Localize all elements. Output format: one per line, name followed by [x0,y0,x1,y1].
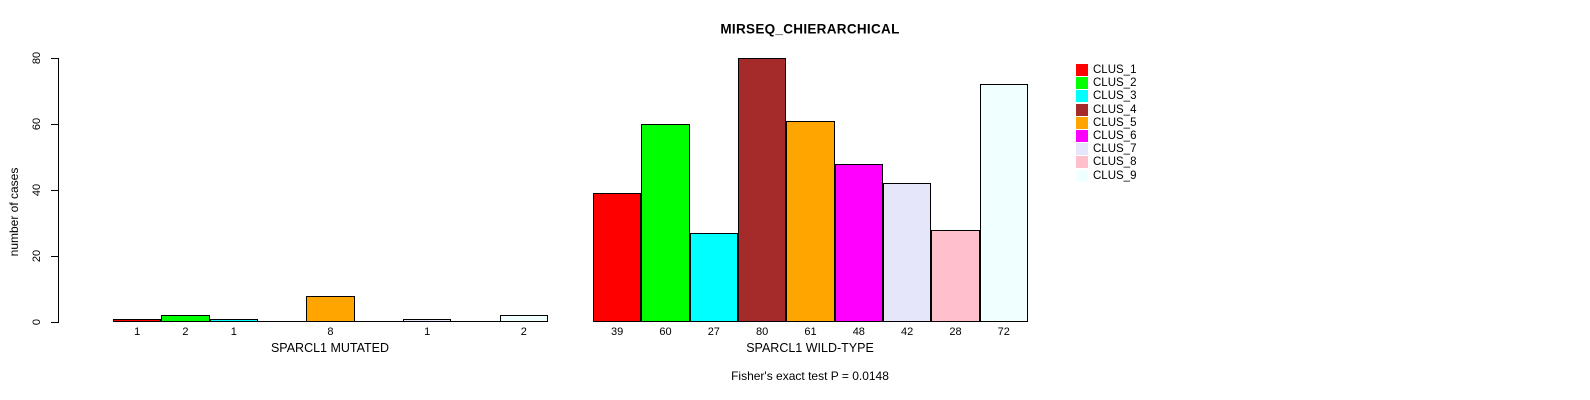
bar-value-label: 60 [659,326,672,338]
legend-swatch-clus_3 [1076,90,1088,103]
bar-value-label: 1 [230,326,237,338]
bar-value-label: 48 [852,326,865,338]
bar-value-label: 1 [424,326,431,338]
y-axis-line [58,58,59,323]
bar-clus_1 [593,193,642,322]
bar-clus_8 [931,229,980,322]
x-axis-label-mutated: SPARCL1 MUTATED [270,341,390,355]
y-axis-label: number of cases [7,167,21,257]
legend-swatch-clus_7 [1076,143,1088,156]
bar-value-label: 72 [997,326,1010,338]
legend-swatch-clus_9 [1076,169,1088,182]
bar-value-label: 80 [756,326,769,338]
bar-value-label: 28 [949,326,962,338]
y-tick-mark [51,58,58,59]
bar-clus_9 [499,315,548,322]
bar-clus_9 [979,84,1028,322]
bar-value-label: 2 [520,326,527,338]
y-tick-mark [51,322,58,323]
bar-value-label: 27 [707,326,720,338]
legend-label: CLUS_7 [1093,143,1137,156]
y-tick-mark [51,190,58,191]
y-tick-mark [51,256,58,257]
legend-item: CLUS_4 [1076,103,1137,116]
bar-value-label: 39 [611,326,624,338]
bar-value-label: 61 [804,326,817,338]
bar-value-label: 2 [182,326,189,338]
y-tick-label: 0 [31,318,43,326]
bar-clus_3 [689,232,738,322]
y-tick-mark [51,124,58,125]
legend-swatch-clus_1 [1076,64,1088,76]
legend-label: CLUS_2 [1093,77,1137,90]
y-tick-label: 60 [31,117,43,131]
legend-item: CLUS_8 [1076,156,1137,169]
bar-clus_2 [641,124,690,322]
x-axis-label-wild-type: SPARCL1 WILD-TYPE [746,341,874,355]
legend-swatch-clus_5 [1076,116,1088,129]
legend-item: CLUS_1 [1076,64,1136,76]
bar-value-label: 1 [134,326,141,338]
bar-clus_3 [209,318,258,322]
fisher-test-annotation: Fisher's exact test P = 0.0148 [731,369,889,383]
bar-value-label: 42 [901,326,914,338]
legend-label: CLUS_8 [1093,156,1137,169]
chart-title: MIRSEQ_CHIERARCHICAL [720,21,900,37]
legend-item: CLUS_6 [1076,130,1136,142]
legend-label: CLUS_1 [1093,64,1137,76]
bar-value-label: 8 [327,326,334,338]
bar-clus_2 [161,315,210,322]
legend-item: CLUS_2 [1076,77,1137,90]
legend-swatch-clus_6 [1076,130,1088,142]
bar-clus_4 [737,58,787,322]
legend-item: CLUS_7 [1076,143,1137,156]
legend-swatch-clus_2 [1076,77,1088,90]
legend-label: CLUS_5 [1093,116,1137,129]
bar-clus_5 [306,295,355,322]
legend-label: CLUS_6 [1093,130,1137,142]
legend-item: CLUS_5 [1076,116,1137,129]
legend-item: CLUS_3 [1076,90,1137,103]
legend-item: CLUS_9 [1076,169,1137,182]
y-tick-label: 20 [31,249,43,263]
legend-label: CLUS_4 [1093,103,1137,116]
y-tick-label: 80 [31,51,43,65]
legend-label: CLUS_3 [1093,90,1137,103]
bar-clus_7 [402,318,452,322]
legend-label: CLUS_9 [1093,169,1137,182]
bar-clus_7 [882,183,932,322]
legend-swatch-clus_4 [1076,103,1088,116]
legend-swatch-clus_8 [1076,156,1088,169]
y-tick-label: 40 [31,183,43,197]
bar-clus_1 [113,318,162,322]
bar-clus_5 [786,120,835,322]
bar-clus_6 [834,163,883,322]
